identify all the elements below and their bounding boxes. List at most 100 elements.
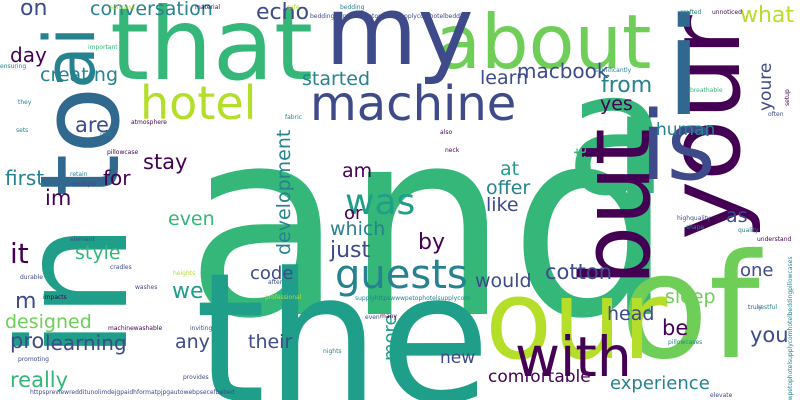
cloud-word: guests	[335, 252, 468, 298]
cloud-word: sets	[16, 127, 29, 134]
cloud-word: comfortable	[488, 367, 591, 387]
cloud-word: offer	[486, 177, 531, 199]
cloud-word: designed	[5, 311, 92, 333]
cloud-word: as	[726, 205, 748, 227]
cloud-word: one	[740, 260, 774, 281]
cloud-word: head	[607, 303, 655, 325]
cloud-word: or	[344, 203, 363, 224]
cloud-word: get	[571, 147, 591, 176]
cloud-word: even	[168, 208, 215, 230]
cloud-word: nights	[323, 348, 342, 355]
cloud-word: safe	[287, 4, 300, 11]
cloud-word: element	[70, 236, 95, 243]
cloud-word: pillowcaseshttpswwwpetophotelsupplycomho…	[787, 256, 794, 400]
cloud-word: im	[45, 186, 72, 210]
cloud-word: restful	[758, 304, 778, 311]
cloud-word: beddinghttpswwwpetophotelsupplycomhotelb…	[310, 13, 470, 20]
cloud-word: pillowcase	[107, 149, 139, 156]
cloud-word: would	[475, 270, 532, 292]
cloud-word: human	[656, 120, 716, 140]
cloud-word: with	[515, 325, 632, 389]
cloud-word: impacts	[43, 294, 67, 301]
cloud-word: truly	[748, 304, 762, 311]
cloud-word: washes	[135, 284, 158, 291]
cloud-word: was	[345, 182, 416, 223]
cloud-word: for	[103, 166, 131, 190]
cloud-word: what	[740, 3, 795, 28]
cloud-word: cotton	[545, 260, 613, 284]
cloud-word: hotel	[140, 76, 257, 130]
cloud-word: about	[435, 0, 652, 86]
cloud-word: experience	[610, 373, 710, 394]
cloud-word: and	[185, 74, 675, 376]
cloud-word: creating	[40, 64, 119, 86]
cloud-word: machine	[310, 76, 517, 132]
cloud-word: their	[248, 331, 293, 353]
cloud-word: stay	[143, 150, 188, 174]
cloud-word: rest	[100, 131, 112, 138]
cloud-word: quality	[738, 227, 759, 234]
cloud-word: m	[15, 289, 37, 314]
cloud-word: sleep	[665, 286, 716, 308]
cloud-word: inviting	[190, 325, 213, 332]
cloud-word: pillowcases	[668, 339, 703, 346]
cloud-word: really	[10, 368, 69, 392]
cloud-word: heights	[173, 270, 196, 277]
cloud-word: of	[620, 223, 760, 392]
cloud-word: understand	[757, 236, 792, 243]
cloud-word: provides	[183, 374, 209, 381]
cloud-word: you	[750, 323, 789, 347]
cloud-word: elevate	[710, 392, 733, 399]
cloud-word: the	[195, 235, 491, 400]
cloud-word: started	[302, 68, 371, 90]
cloud-word: a	[565, 36, 670, 234]
cloud-word: significantly	[595, 67, 632, 74]
cloud-word: learn	[480, 67, 529, 89]
cloud-word: any	[175, 331, 210, 353]
cloud-word: my	[325, 0, 474, 87]
cloud-word: cradles	[110, 264, 132, 271]
cloud-word: neck	[445, 147, 460, 154]
cloud-word: day	[10, 43, 47, 67]
cloud-word: after	[268, 279, 283, 286]
cloud-word: am	[342, 160, 373, 182]
cloud-word: new	[440, 348, 476, 368]
cloud-word: they	[18, 99, 32, 106]
cloud-word: youre	[756, 62, 776, 111]
cloud-word: by	[418, 230, 445, 255]
cloud-word: conversation	[90, 0, 213, 20]
cloud-word: professional	[265, 294, 302, 301]
cloud-word: like	[486, 194, 519, 216]
cloud-word: even	[365, 314, 380, 321]
cloud-word: i	[665, 0, 703, 146]
cloud-word: on	[20, 0, 48, 21]
cloud-word: pro	[10, 329, 45, 353]
cloud-word: development	[273, 130, 295, 256]
cloud-word: which	[330, 218, 386, 240]
cloud-word: our	[485, 256, 668, 384]
cloud-word: ensuring	[0, 63, 27, 70]
cloud-word: it	[10, 237, 29, 270]
cloud-word: first	[5, 166, 45, 190]
cloud-word: more	[380, 314, 401, 362]
cloud-word: breathable	[690, 87, 723, 94]
cloud-word: yes	[600, 93, 633, 115]
cloud-word: code	[250, 263, 294, 284]
cloud-word: important	[88, 44, 118, 51]
cloud-word: durable	[20, 274, 43, 281]
cloud-word: supplyhttpswwwpetophotelsupplycom	[355, 295, 471, 302]
cloud-word: promoting	[18, 356, 49, 363]
cloud-word: machinewashable	[108, 325, 163, 332]
cloud-word: retain	[70, 171, 88, 178]
cloud-word: httpspreviewredditunolimdejgpaidhformatp…	[30, 389, 235, 396]
cloud-word: style	[75, 242, 121, 264]
cloud-word: crafted	[680, 9, 702, 16]
cloud-word: setup	[784, 89, 791, 106]
cloud-word: shape	[686, 224, 705, 231]
cloud-word: echo	[256, 0, 310, 25]
cloud-word: many	[380, 313, 397, 320]
cloud-word: often	[768, 111, 784, 118]
cloud-word: bedding	[340, 4, 365, 11]
cloud-word: that	[110, 0, 314, 103]
